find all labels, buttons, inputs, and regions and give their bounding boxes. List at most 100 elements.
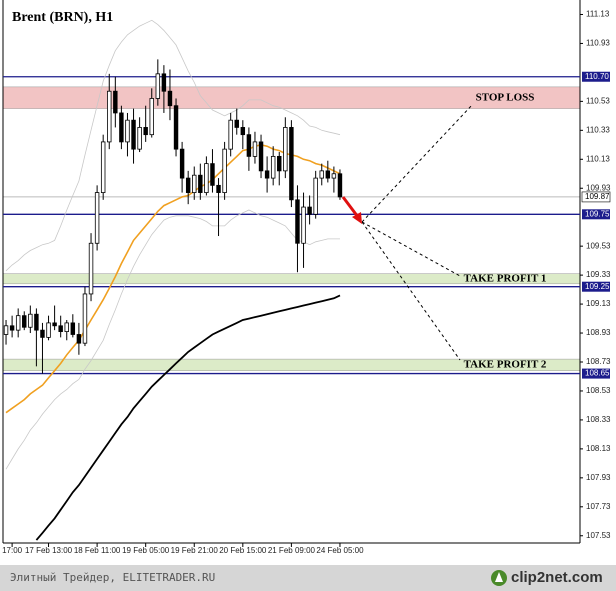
y-tick-label: 108.33 (586, 415, 611, 424)
candle-body (22, 315, 27, 328)
candle-body (46, 322, 51, 338)
y-tick-label: 108.93 (586, 328, 611, 337)
x-tick-label: 19 Feb 21:00 (171, 546, 219, 555)
candle-body (258, 141, 264, 172)
indicator-line (5, 19, 341, 272)
y-tick-label: 111.13 (586, 10, 610, 19)
candle-body (82, 293, 88, 344)
candle-body (325, 170, 331, 179)
y-tick-label: 110.13 (586, 154, 610, 163)
candle-body (264, 170, 270, 179)
candle-body (240, 127, 246, 136)
candle-body (295, 199, 300, 244)
indicator-line (5, 209, 340, 470)
candle-body (179, 148, 185, 179)
y-tick-label: 109.13 (586, 299, 611, 308)
candle-body (337, 173, 343, 198)
footer-bar (0, 565, 616, 591)
last-price-box (581, 191, 611, 203)
candle-body (3, 325, 9, 335)
y-tick-label: 108.13 (586, 444, 611, 453)
x-tick-label: 24 Feb 05:00 (316, 546, 364, 555)
candle-body (94, 192, 100, 244)
x-tick-label: 17 Feb 13:00 (25, 546, 73, 555)
candle-body (100, 141, 106, 193)
candle-body (161, 73, 167, 92)
candle-body (234, 119, 239, 128)
x-tick-label: 17:00 (2, 546, 23, 555)
candle-body (192, 174, 197, 193)
level-label: 109.75 (585, 209, 610, 218)
candle-body (76, 334, 82, 344)
candle-body (58, 325, 63, 332)
level-box (582, 368, 610, 379)
logo: clip2net.com (511, 569, 603, 586)
candle-body (40, 329, 45, 338)
y-tick-label: 110.33 (586, 125, 610, 134)
candle-body (198, 174, 203, 193)
y-tick-label: 109.93 (586, 183, 611, 192)
candle-body (210, 163, 215, 186)
candle-body (107, 90, 112, 143)
candle-body (301, 206, 306, 244)
indicator-line (35, 294, 341, 541)
candle-body (149, 98, 154, 136)
candle-body (28, 313, 33, 328)
candle-body (88, 242, 94, 295)
candle-body (319, 170, 324, 179)
level-label: 109.25 (585, 282, 610, 291)
candle-body (270, 155, 276, 179)
y-tick-label: 107.93 (586, 473, 611, 482)
x-tick-label: 18 Feb 11:00 (74, 546, 121, 555)
footer-source: Элитный Трейдер, ELITETRADER.RU (10, 571, 215, 584)
y-tick-label: 109.53 (586, 241, 611, 250)
candle-body (307, 206, 312, 215)
candle-body (228, 119, 233, 150)
candle-body (204, 163, 209, 193)
candle-body (64, 322, 69, 332)
zone-label: STOP LOSS (476, 91, 535, 103)
y-tick-label: 108.73 (586, 357, 611, 366)
candle-body (246, 134, 252, 157)
candle-body (185, 177, 191, 193)
level-box (582, 209, 610, 220)
y-tick-label: 109.33 (586, 270, 611, 279)
level-label: 110.70 (585, 72, 609, 81)
candle-body (252, 141, 258, 157)
zone-label: TAKE PROFIT 2 (464, 358, 547, 370)
logo-icon-mark (495, 572, 503, 582)
y-tick-label: 110.93 (586, 39, 610, 48)
candle-body (137, 127, 142, 150)
y-tick-label: 107.53 (586, 531, 611, 540)
candle-body (52, 322, 57, 327)
candle-body (313, 177, 318, 215)
last-price-label: 109.87 (585, 192, 610, 201)
candle-body (70, 322, 76, 335)
candle-body (34, 313, 39, 331)
arrow-head (352, 212, 362, 224)
forecast-line (361, 221, 461, 361)
candle-body (131, 119, 136, 150)
candle-body (331, 173, 337, 179)
candle-body (283, 127, 288, 172)
candle-body (216, 184, 221, 193)
marks-layer (3, 19, 580, 541)
candle-body (113, 90, 118, 114)
candle-body (222, 148, 227, 193)
x-tick-label: 19 Feb 05:00 (122, 546, 170, 555)
forecast-arrow (341, 196, 360, 218)
candle-body (119, 112, 124, 143)
level-box (582, 71, 610, 82)
y-tick-label: 108.53 (586, 386, 611, 395)
forecast-line (361, 221, 461, 277)
x-tick-label: 20 Feb 15:00 (219, 546, 267, 555)
zone-label: TAKE PROFIT 1 (464, 272, 547, 284)
candle-body (289, 127, 294, 201)
y-tick-label: 107.73 (586, 502, 611, 511)
candle-body (277, 155, 282, 172)
chart-title: Brent (BRN), H1 (12, 10, 113, 25)
level-box (582, 281, 610, 292)
candle-body (9, 325, 15, 331)
